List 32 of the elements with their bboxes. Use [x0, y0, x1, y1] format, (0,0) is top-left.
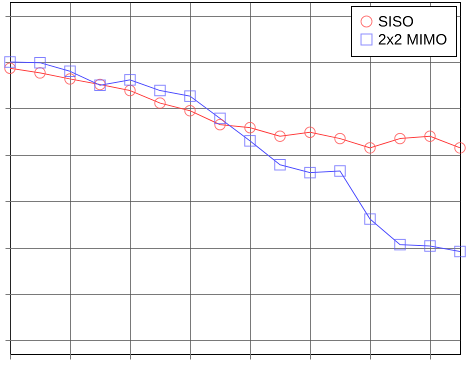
point	[124, 74, 136, 86]
point	[64, 73, 76, 85]
point	[214, 118, 226, 130]
point	[64, 66, 76, 78]
point	[424, 130, 436, 142]
point	[394, 132, 406, 144]
legend-label: 2x2 MIMO	[378, 32, 448, 48]
point	[454, 142, 466, 154]
point	[154, 84, 166, 96]
point	[4, 56, 16, 68]
point	[214, 112, 226, 124]
point	[424, 240, 436, 252]
legend-label: SISO	[378, 14, 414, 30]
point	[124, 84, 136, 96]
point	[364, 213, 376, 225]
point	[4, 62, 16, 74]
point	[184, 90, 196, 102]
point	[244, 122, 256, 134]
point	[274, 130, 286, 142]
point	[184, 104, 196, 116]
point	[334, 132, 346, 144]
point	[394, 238, 406, 250]
point	[334, 165, 346, 177]
point	[304, 126, 316, 138]
point	[34, 67, 46, 79]
point	[34, 56, 46, 68]
point	[454, 246, 466, 258]
point	[154, 97, 166, 109]
point	[364, 142, 376, 154]
point	[274, 159, 286, 171]
point	[244, 135, 256, 147]
point	[304, 166, 316, 178]
